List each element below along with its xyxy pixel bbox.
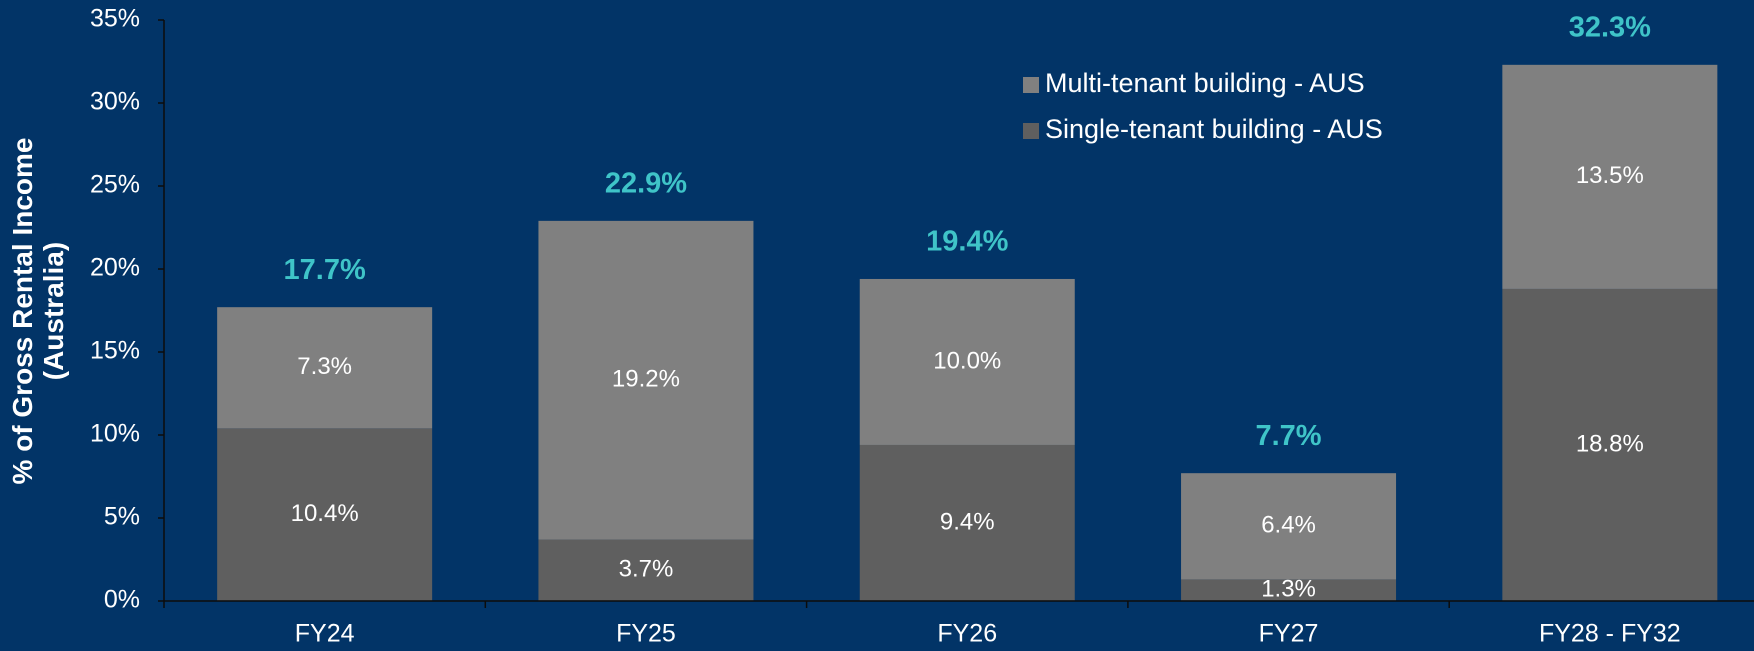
bar-segment [1502,288,1718,601]
total-label: 19.4% [926,226,1008,258]
bar-segment [538,539,754,601]
bar-segment [1181,579,1397,601]
y-tick-label: 0% [104,586,140,614]
bar-segment [538,220,754,540]
total-label: 17.7% [284,254,366,286]
bar-segment [217,307,433,429]
x-tick-label: FY24 [295,620,355,648]
data-label: 7.3% [297,353,352,380]
data-label: 13.5% [1576,162,1644,189]
y-tick-label: 10% [90,420,140,448]
bar-segment [1502,64,1718,289]
x-tick-label: FY25 [616,620,676,648]
data-label: 3.7% [619,556,674,583]
y-axis-title-line: % of Gross Rental Income [7,138,38,485]
bar-segment [1181,473,1397,580]
total-label: 7.7% [1255,420,1321,452]
x-tick-label: FY27 [1259,620,1319,648]
data-label: 10.0% [933,347,1001,374]
data-label: 19.2% [612,366,680,393]
y-axis-title: % of Gross Rental Income (Australia) [7,138,69,485]
legend-swatch [1023,123,1039,139]
y-tick-label: 5% [104,503,140,531]
data-label: 10.4% [291,500,359,527]
legend-label: Single-tenant building - AUS [1045,114,1383,144]
legend-swatch [1023,77,1039,93]
x-tick-label: FY28 - FY32 [1539,620,1681,648]
y-tick-label: 20% [90,254,140,282]
y-tick-label: 15% [90,337,140,365]
x-tick-label: FY26 [937,620,997,648]
legend-label: Multi-tenant building - AUS [1045,68,1365,98]
y-axis-title-line: (Australia) [38,242,69,380]
total-label: 32.3% [1569,11,1651,43]
bar-segment [859,278,1075,445]
data-label: 18.8% [1576,430,1644,457]
total-label: 22.9% [605,168,687,200]
y-tick-label: 25% [90,171,140,199]
data-label: 9.4% [940,508,995,535]
y-tick-label: 30% [90,88,140,116]
bar-segment [217,428,433,601]
data-label: 1.3% [1261,576,1316,603]
bar-segment [859,444,1075,601]
data-label: 6.4% [1261,512,1316,539]
y-tick-label: 35% [90,5,140,33]
